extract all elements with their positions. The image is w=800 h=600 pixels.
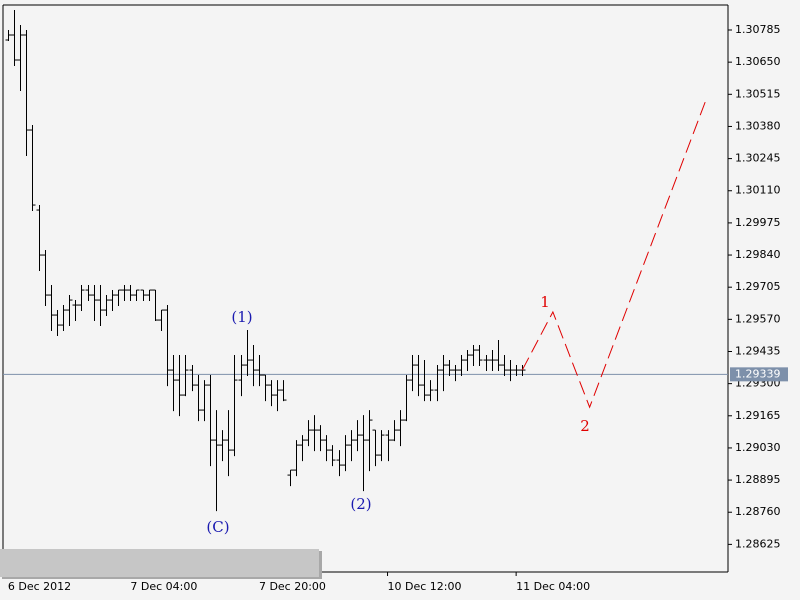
x-tick-label: 10 Dec 12:00 — [388, 580, 462, 593]
y-tick-label: 1.30785 — [735, 23, 781, 36]
y-tick-label: 1.29705 — [735, 280, 781, 293]
y-tick-label: 1.29030 — [735, 441, 781, 454]
y-tick-label: 1.30110 — [735, 184, 781, 197]
y-tick-label: 1.28625 — [735, 537, 781, 550]
forecast-label: 2 — [580, 417, 590, 435]
y-tick-label: 1.30650 — [735, 55, 781, 68]
x-tick-label: 6 Dec 2012 — [8, 580, 71, 593]
y-tick-label: 1.30245 — [735, 152, 781, 165]
last-price-label: 1.29339 — [735, 367, 781, 380]
wave-label: (1) — [231, 308, 252, 326]
y-tick-label: 1.29435 — [735, 344, 781, 357]
scroll-panel — [0, 549, 319, 577]
y-tick-label: 1.28895 — [735, 473, 781, 486]
y-tick-label: 1.29570 — [735, 312, 781, 325]
y-tick-label: 1.28760 — [735, 505, 781, 518]
wave-label: (C) — [206, 518, 229, 536]
forecast-line — [521, 99, 707, 409]
wave-label: (2) — [350, 495, 371, 513]
y-tick-label: 1.29975 — [735, 216, 781, 229]
x-tick-label: 7 Dec 04:00 — [130, 580, 197, 593]
y-tick-label: 1.30515 — [735, 87, 781, 100]
last-price-box — [730, 367, 788, 382]
y-tick-label: 1.29165 — [735, 409, 781, 422]
y-tick-label: 1.30380 — [735, 119, 781, 132]
forecast-label: 1 — [540, 293, 550, 311]
x-tick-label: 7 Dec 20:00 — [259, 580, 326, 593]
x-tick-label: 11 Dec 04:00 — [516, 580, 590, 593]
y-tick-label: 1.29840 — [735, 248, 781, 261]
